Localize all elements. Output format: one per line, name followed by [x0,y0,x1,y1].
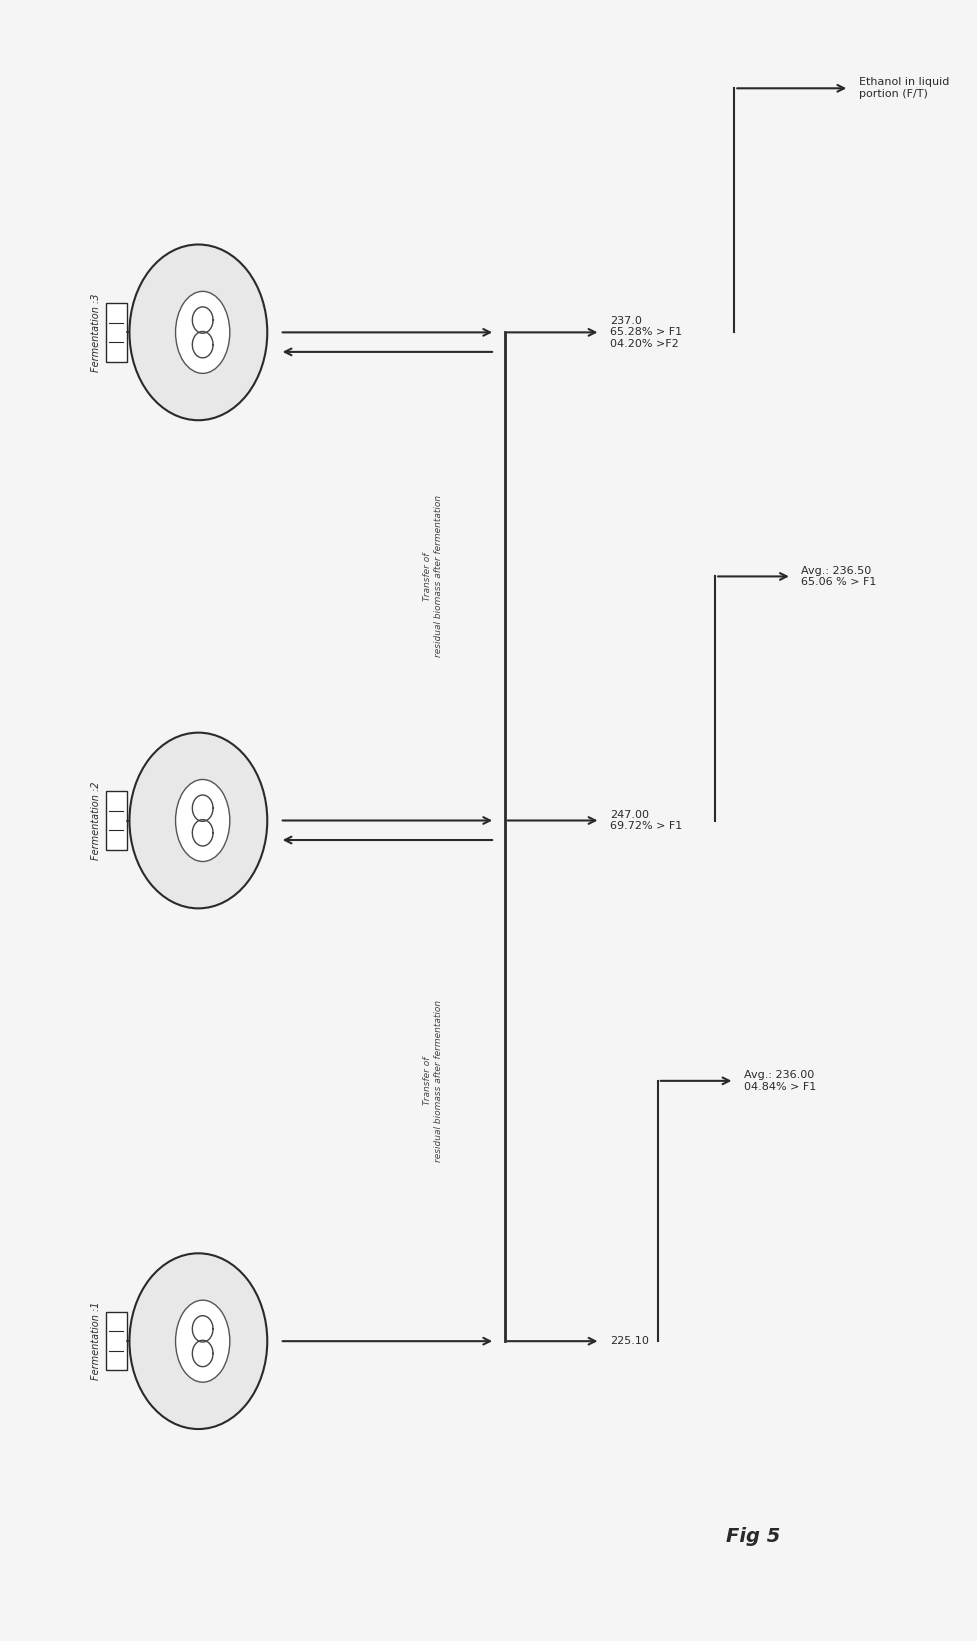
Text: Fermentation :2: Fermentation :2 [91,781,101,860]
Text: 247.00
69.72% > F1: 247.00 69.72% > F1 [610,809,682,832]
FancyBboxPatch shape [106,791,126,850]
Ellipse shape [175,779,230,862]
Ellipse shape [175,292,230,374]
Text: Fig 5: Fig 5 [726,1526,780,1546]
Text: Avg.: 236.00
04.84% > F1: Avg.: 236.00 04.84% > F1 [743,1070,816,1091]
Ellipse shape [129,1254,267,1429]
Text: Transfer of
residual biomass after fermentation: Transfer of residual biomass after ferme… [423,496,443,658]
Text: 225.10: 225.10 [610,1336,648,1346]
Ellipse shape [175,1300,230,1382]
Text: Avg.: 236.50
65.06 % > F1: Avg.: 236.50 65.06 % > F1 [800,566,875,587]
Text: 237.0
65.28% > F1
04.20% >F2: 237.0 65.28% > F1 04.20% >F2 [610,315,681,350]
FancyBboxPatch shape [106,1311,126,1370]
FancyBboxPatch shape [106,304,126,361]
Text: Fermentation :3: Fermentation :3 [91,294,101,371]
Text: Fermentation :1: Fermentation :1 [91,1301,101,1380]
Text: Ethanol in liquid
portion (F/T): Ethanol in liquid portion (F/T) [858,77,948,98]
Text: Transfer of
residual biomass after fermentation: Transfer of residual biomass after ferme… [423,999,443,1162]
Ellipse shape [129,245,267,420]
Ellipse shape [129,732,267,909]
